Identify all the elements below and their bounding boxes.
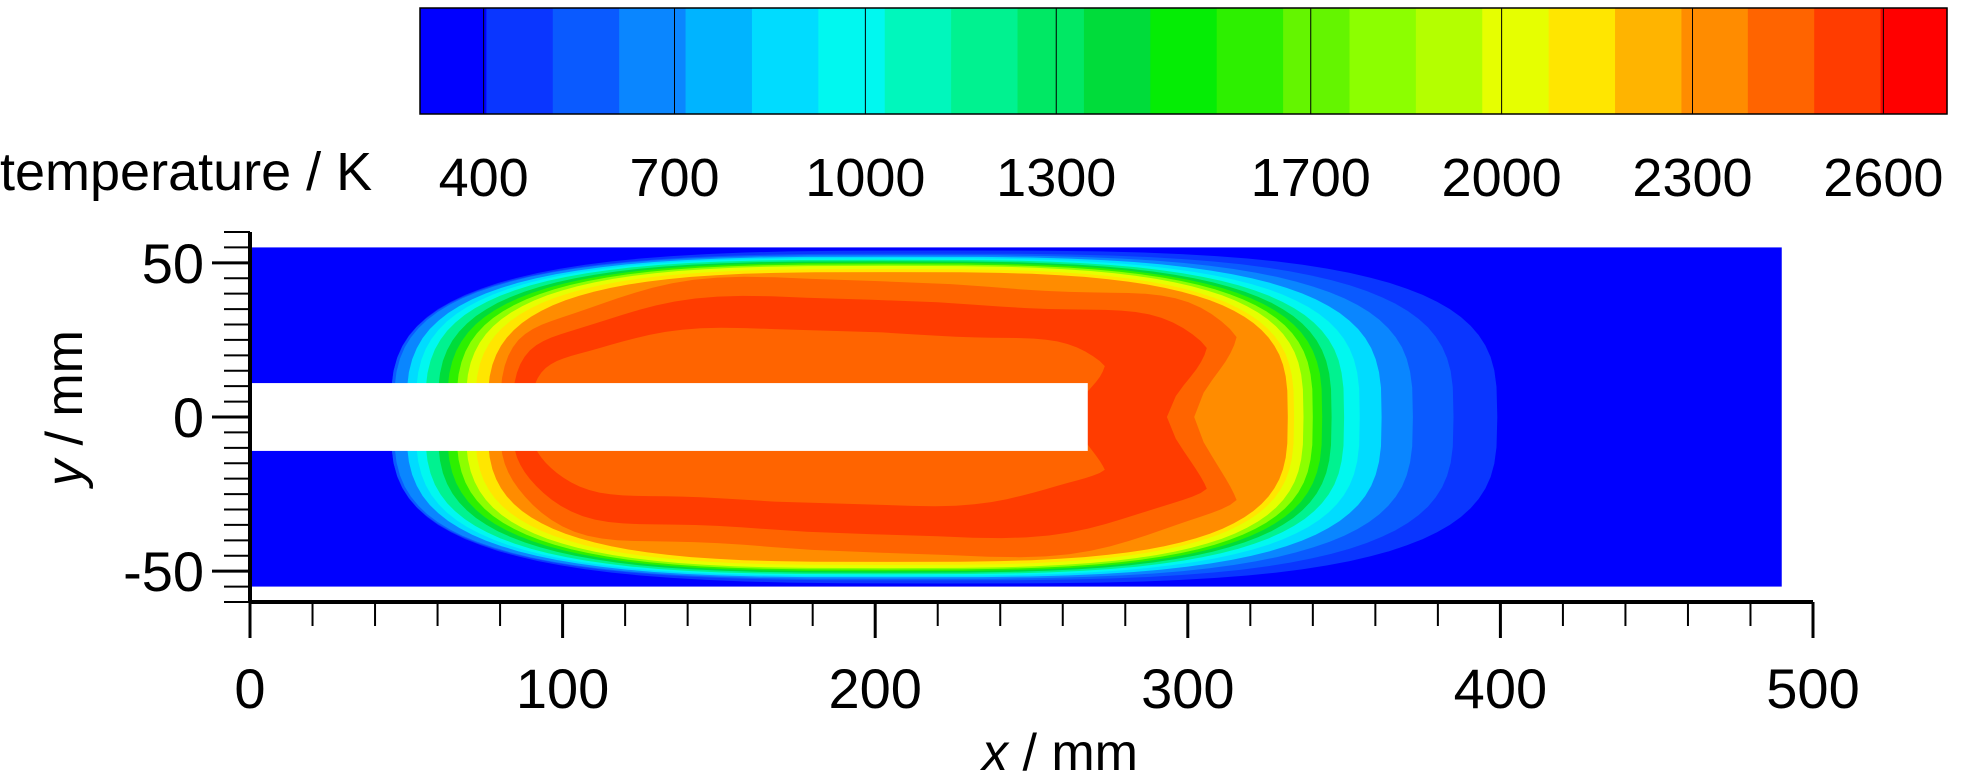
- colorbar-segment: [1615, 8, 1683, 114]
- colorbar-segment: [1349, 8, 1417, 114]
- colorbar-segment: [1814, 8, 1882, 114]
- x-tick-label: 500: [1766, 657, 1859, 720]
- colorbar-segment: [1482, 8, 1550, 114]
- colorbar-tick-label: 2600: [1823, 148, 1943, 208]
- colorbar-segment: [1880, 8, 1948, 114]
- colorbar-segment: [818, 8, 886, 114]
- colorbar-tick-label: 1300: [996, 148, 1116, 208]
- colorbar-tick-label: 700: [629, 148, 719, 208]
- colorbar-tick-label: 1700: [1251, 148, 1371, 208]
- colorbar-segment: [751, 8, 819, 114]
- colorbar-segment: [486, 8, 554, 114]
- x-tick-label: 400: [1454, 657, 1547, 720]
- colorbar-segment: [552, 8, 620, 114]
- x-tick-label: 0: [234, 657, 265, 720]
- x-tick-label: 200: [828, 657, 921, 720]
- colorbar-segment: [1283, 8, 1351, 114]
- y-axis-title: y / mm: [36, 330, 94, 489]
- x-axis-title: x / mm: [979, 724, 1138, 776]
- x-tick-labels: 0 100 200 300 400 500: [234, 657, 1859, 720]
- colorbar-segment: [1747, 8, 1815, 114]
- colorbar-tick-label: 2300: [1632, 148, 1752, 208]
- colorbar-segment: [685, 8, 753, 114]
- colorbar-segment: [1017, 8, 1085, 114]
- plot-area: [250, 247, 1782, 587]
- axes: [212, 231, 1815, 638]
- colorbar-tick-label: 2000: [1442, 148, 1562, 208]
- x-tick-label: 300: [1141, 657, 1234, 720]
- colorbar-segment: [1681, 8, 1749, 114]
- colorbar-segment: [619, 8, 687, 114]
- y-tick-label: 0: [173, 386, 204, 449]
- x-tick-label: 100: [516, 657, 609, 720]
- colorbar: [419, 7, 1948, 115]
- colorbar-segment: [1415, 8, 1483, 114]
- y-tick-labels: -50 0 50: [123, 232, 204, 603]
- colorbar-segment: [951, 8, 1019, 114]
- y-tick-label: 50: [142, 232, 204, 295]
- colorbar-frame: [419, 7, 1948, 115]
- colorbar-tick-label: 400: [439, 148, 529, 208]
- colorbar-segment: [1083, 8, 1151, 114]
- colorbar-tick-labels: 400 700 1000 1300 1700 2000 2300 2600: [439, 148, 1944, 208]
- colorbar-title: temperature / K: [0, 142, 372, 202]
- colorbar-segment: [420, 8, 487, 114]
- colorbar-segment: [1216, 8, 1284, 114]
- insert-region: [250, 383, 1088, 451]
- colorbar-tick-label: 1000: [805, 148, 925, 208]
- y-tick-label: -50: [123, 540, 204, 603]
- colorbar-segment: [1150, 8, 1218, 114]
- colorbar-segment: [884, 8, 952, 114]
- colorbar-segment: [1548, 8, 1616, 114]
